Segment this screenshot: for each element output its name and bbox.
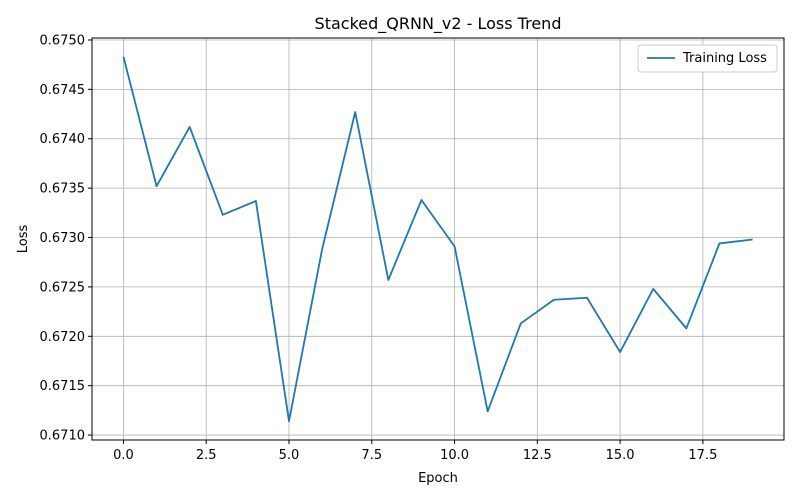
y-tick-label: 0.6725 — [40, 280, 86, 295]
y-tick-label: 0.6745 — [40, 83, 86, 98]
y-tick-label: 0.6735 — [40, 182, 86, 197]
y-axis: 0.6710 0.6715 0.6720 0.6725 0.6730 0.6735 0.67… — [40, 33, 92, 444]
y-tick-label: 0.6720 — [40, 330, 86, 345]
y-tick-label: 0.6730 — [40, 231, 86, 246]
y-tick-label: 0.6750 — [40, 33, 86, 48]
legend: Training Loss — [637, 44, 778, 73]
x-tick-label: 17.5 — [688, 448, 717, 463]
x-tick-label: 12.5 — [523, 448, 552, 463]
x-axis: 0.0 2.5 5.0 7.5 10.0 12.5 15.0 17.5 — [113, 440, 717, 463]
chart-title: Stacked_QRNN_v2 - Loss Trend — [315, 14, 562, 34]
y-tick-label: 0.6710 — [40, 429, 86, 444]
y-tick-label: 0.6715 — [40, 379, 86, 394]
y-tick-label: 0.6740 — [40, 132, 86, 147]
series-line-training-loss — [122, 56, 753, 423]
x-tick-label: 0.0 — [113, 448, 134, 463]
x-tick-label: 5.0 — [279, 448, 300, 463]
x-tick-label: 15.0 — [606, 448, 635, 463]
legend-label: Training Loss — [682, 51, 767, 66]
series-layer — [122, 56, 753, 423]
grid — [92, 38, 784, 440]
plot-frame — [91, 37, 785, 441]
x-tick-label: 10.0 — [440, 448, 469, 463]
legend-box — [637, 44, 778, 73]
x-axis-label: Epoch — [418, 471, 458, 486]
x-tick-label: 7.5 — [361, 448, 382, 463]
y-axis-label: Loss — [16, 225, 31, 254]
x-tick-label: 2.5 — [196, 448, 217, 463]
